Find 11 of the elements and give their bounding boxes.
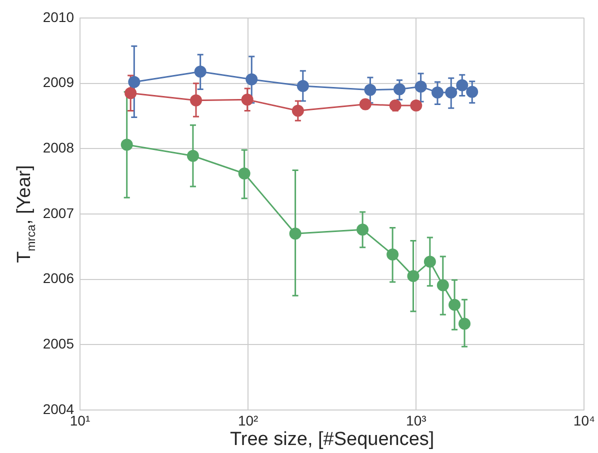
y-axis-title: Tmrca, [Year] <box>14 165 38 263</box>
x-tick-label: 10⁴ <box>573 412 596 428</box>
y-tick-label: 2006 <box>42 270 74 286</box>
y-tick-label: 2008 <box>42 140 74 156</box>
y-tick-label: 2005 <box>42 336 74 352</box>
x-tick-label: 10² <box>238 412 259 428</box>
x-tick-label: 10³ <box>406 412 427 428</box>
y-tick-label: 2010 <box>42 8 74 25</box>
y-tick-label: 2007 <box>42 204 74 221</box>
y-tick-label: 2009 <box>42 74 74 90</box>
x-axis-title: Tree size, [#Sequences] <box>230 428 434 450</box>
